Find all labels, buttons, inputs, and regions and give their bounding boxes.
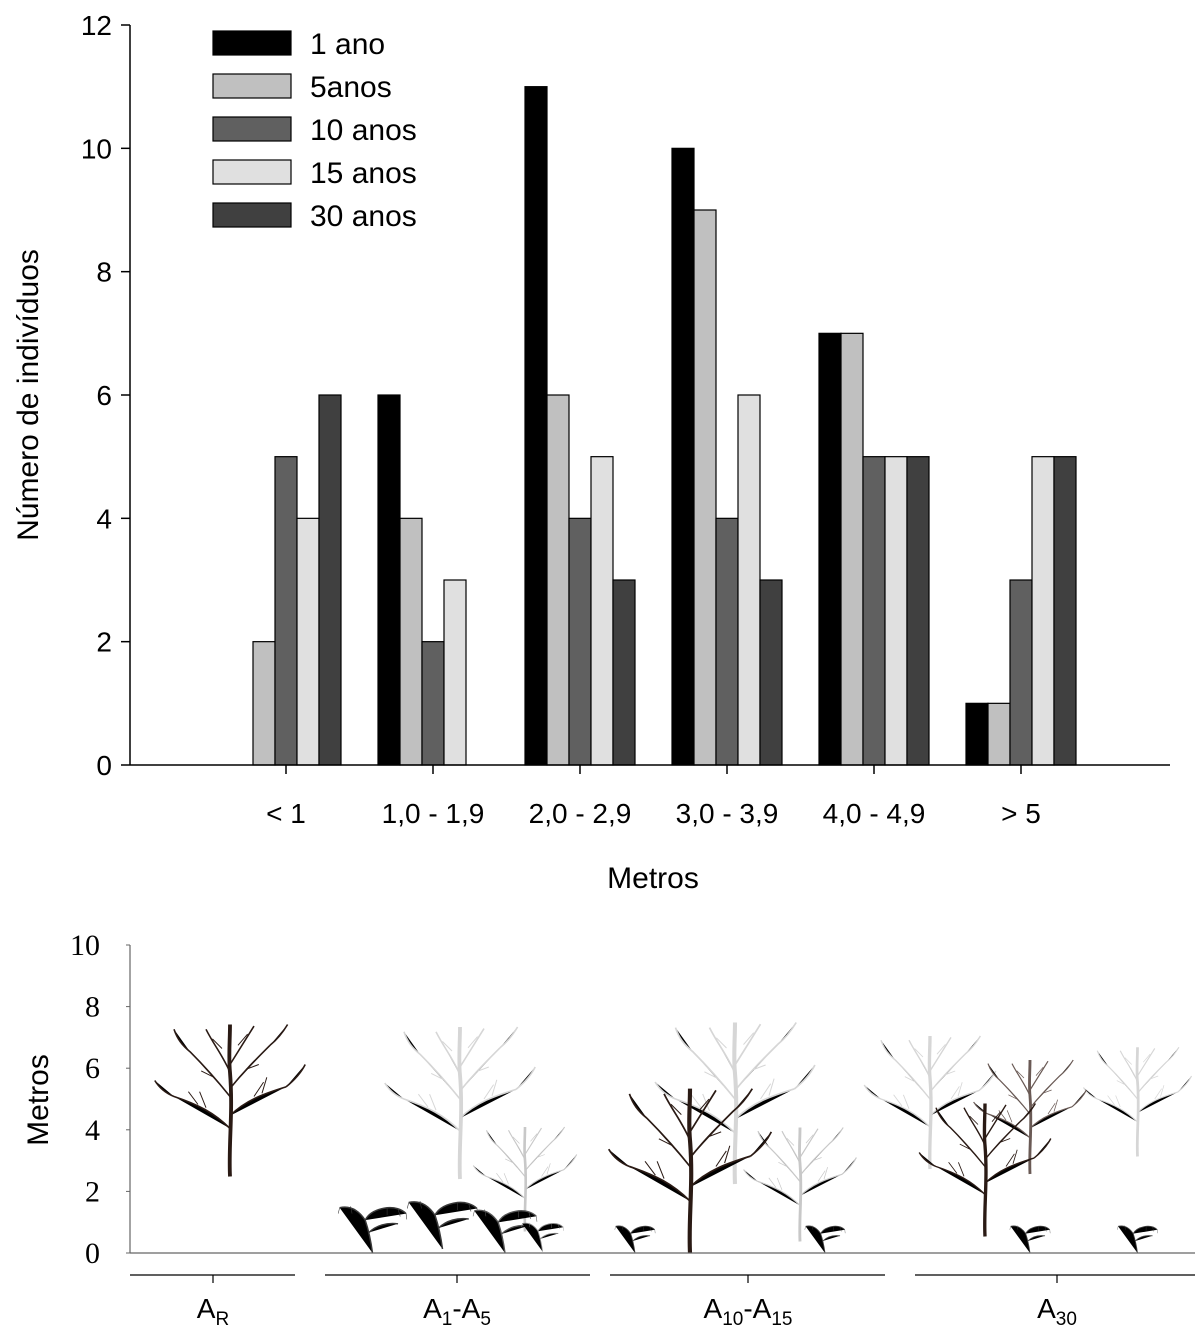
tree bbox=[385, 1027, 535, 1179]
legend-label: 1 ano bbox=[310, 28, 385, 61]
category-label: A1-A5 bbox=[423, 1293, 491, 1329]
category-label-part: A bbox=[197, 1293, 216, 1324]
x-tick-label: > 5 bbox=[1001, 798, 1041, 829]
y-axis-label: Metros bbox=[22, 1054, 55, 1146]
y-tick-label: 8 bbox=[96, 257, 112, 288]
bar bbox=[840, 332, 864, 766]
y-tick-label: 4 bbox=[85, 1114, 100, 1147]
category-label-subscript: R bbox=[215, 1309, 229, 1329]
shrub bbox=[472, 1208, 538, 1254]
bar bbox=[443, 579, 467, 766]
bar bbox=[862, 456, 886, 766]
legend-swatch bbox=[212, 202, 292, 228]
category-label-part: A bbox=[704, 1293, 723, 1324]
bar bbox=[759, 579, 783, 766]
shrub bbox=[406, 1200, 479, 1250]
bar bbox=[296, 517, 320, 766]
category-label: AR bbox=[197, 1293, 229, 1329]
bar bbox=[715, 517, 739, 766]
x-axis-label: Metros bbox=[607, 862, 699, 895]
x-tick-label: 2,0 - 2,9 bbox=[529, 798, 632, 829]
shrub bbox=[1009, 1224, 1051, 1254]
category-label-subscript: 5 bbox=[480, 1309, 491, 1329]
legend-label: 10 anos bbox=[310, 114, 417, 147]
tree bbox=[974, 1060, 1087, 1174]
bar bbox=[737, 394, 761, 766]
bar bbox=[906, 456, 930, 766]
x-tick-label: 1,0 - 1,9 bbox=[382, 798, 485, 829]
bar bbox=[1053, 456, 1077, 766]
bar bbox=[1009, 579, 1033, 766]
bar bbox=[693, 209, 717, 766]
tree bbox=[1083, 1047, 1191, 1156]
category-label-part: A bbox=[1037, 1293, 1056, 1324]
tree bbox=[655, 1023, 815, 1185]
y-tick-label: 4 bbox=[96, 503, 112, 534]
y-tick-label: 12 bbox=[81, 10, 112, 41]
category-label: A30 bbox=[1037, 1293, 1077, 1329]
x-tick-label: < 1 bbox=[266, 798, 306, 829]
y-tick-label: 2 bbox=[85, 1175, 100, 1208]
category-label-subscript: 30 bbox=[1056, 1309, 1077, 1329]
y-tick-label: 6 bbox=[85, 1052, 100, 1085]
y-tick-label: 10 bbox=[70, 929, 100, 962]
bar bbox=[524, 86, 548, 766]
bar bbox=[884, 456, 908, 766]
bar bbox=[987, 702, 1011, 766]
tree bbox=[609, 1089, 772, 1253]
y-axis-label: Número de indivíduos bbox=[12, 249, 45, 541]
bar bbox=[612, 579, 636, 766]
legend-swatch bbox=[212, 116, 292, 142]
y-tick-label: 8 bbox=[85, 991, 100, 1024]
y-tick-label: 6 bbox=[96, 380, 112, 411]
bar bbox=[671, 147, 695, 766]
tree bbox=[864, 1036, 996, 1169]
category-label-subscript: 10 bbox=[722, 1309, 743, 1329]
category-label-subscript: 15 bbox=[771, 1309, 792, 1329]
category-brackets bbox=[130, 1274, 1195, 1283]
bar bbox=[318, 394, 342, 766]
tree-illustration bbox=[155, 1023, 1192, 1254]
shrub bbox=[337, 1205, 408, 1254]
shrub bbox=[1116, 1224, 1159, 1254]
bar bbox=[590, 456, 614, 766]
legend-label: 5anos bbox=[310, 71, 392, 104]
tree bbox=[155, 1025, 305, 1177]
category-label-part: -A bbox=[452, 1293, 480, 1324]
category-label-part: -A bbox=[743, 1293, 771, 1324]
y-tick-label: 0 bbox=[96, 750, 112, 781]
x-tick-label: 4,0 - 4,9 bbox=[823, 798, 926, 829]
shrub bbox=[804, 1224, 846, 1254]
bar bbox=[399, 517, 423, 766]
shrub bbox=[520, 1222, 565, 1252]
legend-swatch bbox=[212, 30, 292, 56]
bar bbox=[1031, 456, 1055, 766]
bar bbox=[818, 332, 842, 766]
legend-swatch bbox=[212, 159, 292, 185]
bar bbox=[546, 394, 570, 766]
category-label: A10-A15 bbox=[704, 1293, 793, 1329]
bar bbox=[568, 517, 592, 766]
shrub bbox=[614, 1224, 656, 1254]
bar bbox=[421, 641, 445, 766]
legend-swatch bbox=[212, 73, 292, 99]
y-tick-label: 0 bbox=[85, 1237, 100, 1270]
category-label-part: A bbox=[423, 1293, 442, 1324]
x-tick-label: 3,0 - 3,9 bbox=[676, 798, 779, 829]
legend-label: 30 anos bbox=[310, 200, 417, 233]
bar bbox=[252, 641, 276, 766]
bar bbox=[274, 456, 298, 766]
y-tick-label: 10 bbox=[81, 133, 112, 164]
bar bbox=[377, 394, 401, 766]
y-tick-label: 2 bbox=[96, 627, 112, 658]
legend-label: 15 anos bbox=[310, 157, 417, 190]
bar bbox=[965, 702, 989, 766]
category-label-subscript: 1 bbox=[442, 1309, 453, 1329]
